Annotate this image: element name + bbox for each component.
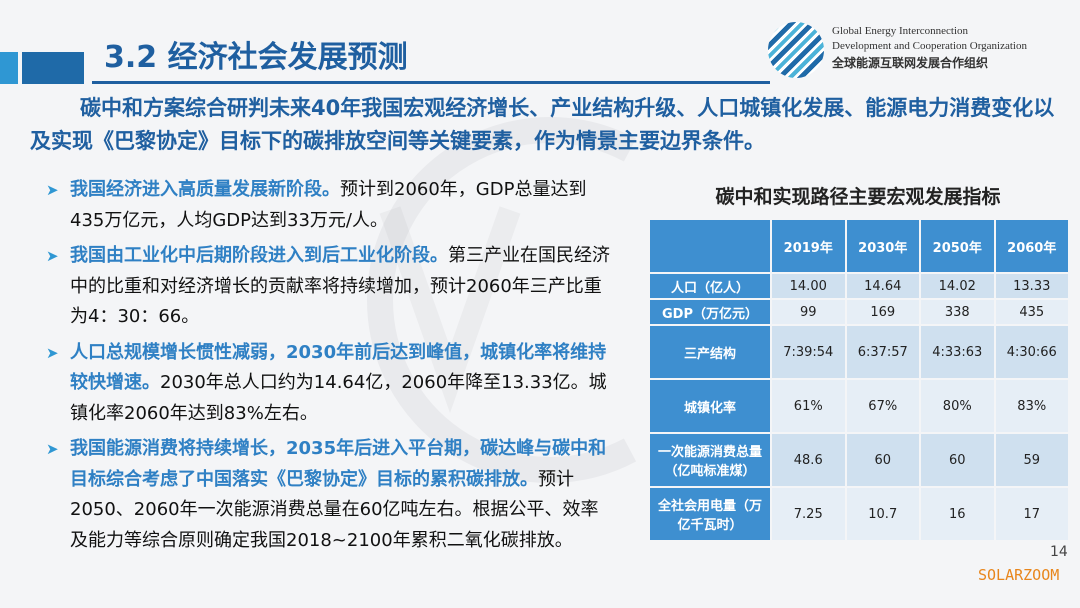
table-row: 全社会用电量（万亿千瓦时） 7.25 10.7 16 17 bbox=[650, 488, 1068, 540]
header-cell: 2030年 bbox=[846, 220, 919, 272]
cell: 14.02 bbox=[921, 274, 994, 298]
cell: 17 bbox=[995, 488, 1068, 540]
row-label: GDP（万亿元） bbox=[650, 300, 770, 324]
page-title: 3.2 经济社会发展预测 bbox=[104, 40, 408, 75]
org-name: Global Energy Interconnection Developmen… bbox=[832, 24, 1027, 71]
table-header-row: 2019年 2030年 2050年 2060年 bbox=[650, 220, 1068, 272]
row-label: 全社会用电量（万亿千瓦时） bbox=[650, 488, 770, 540]
cell: 14.00 bbox=[772, 274, 845, 298]
bullet-item: ➤ 我国能源消费将持续增长，2035年后进入平台期，碳达峰与碳中和目标综合考虑了中… bbox=[46, 434, 616, 556]
cell: 99 bbox=[772, 300, 845, 324]
row-label: 城镇化率 bbox=[650, 380, 770, 432]
table-title: 碳中和实现路径主要宏观发展指标 bbox=[715, 186, 1001, 208]
header-cell: 2050年 bbox=[921, 220, 994, 272]
bullet-item: ➤ 人口总规模增长惯性减弱，2030年前后达到峰值，城镇化率将维持较快增速。203… bbox=[46, 338, 616, 430]
cell: 80% bbox=[921, 380, 994, 432]
row-label: 一次能源消费总量（亿吨标准煤） bbox=[650, 434, 770, 486]
cell: 169 bbox=[846, 300, 919, 324]
table-row: 城镇化率 61% 67% 80% 83% bbox=[650, 380, 1068, 432]
cell: 60 bbox=[921, 434, 994, 486]
header-cell: 2019年 bbox=[772, 220, 845, 272]
title-divider bbox=[92, 81, 770, 84]
org-logo-icon bbox=[768, 22, 824, 78]
cell: 60 bbox=[846, 434, 919, 486]
cell: 435 bbox=[995, 300, 1068, 324]
bullet-highlight: 我国能源消费将持续增长，2035年后进入平台期，碳达峰与碳中和目标综合考虑了中国… bbox=[70, 438, 607, 490]
cell: 83% bbox=[995, 380, 1068, 432]
cell: 61% bbox=[772, 380, 845, 432]
decor-square bbox=[0, 52, 18, 84]
org-name-en-2: Development and Cooperation Organization bbox=[832, 40, 1027, 52]
cell: 48.6 bbox=[772, 434, 845, 486]
decor-square bbox=[22, 52, 84, 84]
cell: 7.25 bbox=[772, 488, 845, 540]
bullet-text: 第三产业在国民经济中的比重和对经济增长的贡献率将持续增加，预计2060年三产比重… bbox=[70, 245, 610, 327]
bullet-text: 预计到2060年，GDP总量达到435万亿元，人均GDP达到33万元/人。 bbox=[70, 179, 587, 231]
bullet-highlight: 人口总规模增长惯性减弱，2030年前后达到峰值，城镇化率将维持较快增速。 bbox=[70, 341, 607, 394]
cell: 338 bbox=[921, 300, 994, 324]
table-row: 一次能源消费总量（亿吨标准煤） 48.6 60 60 59 bbox=[650, 434, 1068, 486]
row-label: 人口（亿人） bbox=[650, 274, 770, 298]
bullet-text: 预计2050、2060年一次能源消费总量在60亿吨左右。根据公平、效率及能力等综… bbox=[70, 468, 599, 551]
bullet-highlight: 我国由工业化中后期阶段进入到后工业化阶段。 bbox=[70, 245, 448, 266]
arrow-bullet-icon: ➤ bbox=[46, 343, 59, 362]
table-row: 三产结构 7:39:54 6:37:57 4:33:63 4:30:66 bbox=[650, 326, 1068, 378]
cell: 7:39:54 bbox=[772, 326, 845, 378]
org-name-en-1: Global Energy Interconnection bbox=[832, 25, 969, 37]
row-label: 三产结构 bbox=[650, 326, 770, 378]
source-watermark: SOLARZOOM bbox=[978, 566, 1060, 584]
bullet-highlight: 我国经济进入高质量发展新阶段。 bbox=[70, 179, 340, 200]
cell: 67% bbox=[846, 380, 919, 432]
watermark-logo bbox=[367, 117, 637, 483]
indicator-table: 2019年 2030年 2050年 2060年 人口（亿人） 14.00 14.64… bbox=[648, 218, 1070, 542]
cell: 6:37:57 bbox=[846, 326, 919, 378]
bullet-item: ➤ 我国由工业化中后期阶段进入到后工业化阶段。第三产业在国民经济中的比重和对经济增… bbox=[46, 241, 616, 333]
arrow-bullet-icon: ➤ bbox=[46, 181, 59, 199]
cell: 10.7 bbox=[846, 488, 919, 540]
cell: 13.33 bbox=[995, 274, 1068, 298]
arrow-bullet-icon: ➤ bbox=[46, 440, 59, 458]
cell: 4:30:66 bbox=[995, 326, 1068, 378]
bullet-item: ➤ 我国经济进入高质量发展新阶段。预计到2060年，GDP总量达到435万亿元，人… bbox=[46, 175, 616, 236]
page-number: 14 bbox=[1050, 544, 1068, 560]
table-row: GDP（万亿元） 99 169 338 435 bbox=[650, 300, 1068, 324]
cell: 16 bbox=[921, 488, 994, 540]
header-cell: 2060年 bbox=[995, 220, 1068, 272]
org-name-cn: 全球能源互联网发展合作组织 bbox=[832, 56, 989, 70]
bullet-list: ➤ 我国经济进入高质量发展新阶段。预计到2060年，GDP总量达到435万亿元，人… bbox=[46, 175, 616, 561]
cell: 59 bbox=[995, 434, 1068, 486]
arrow-bullet-icon: ➤ bbox=[46, 247, 59, 265]
cell: 14.64 bbox=[846, 274, 919, 298]
header-cell bbox=[650, 220, 770, 272]
cell: 4:33:63 bbox=[921, 326, 994, 378]
intro-text: 碳中和方案综合研判未来40年我国宏观经济增长、产业结构升级、人口城镇化发展、能源… bbox=[30, 96, 1055, 153]
bullet-text: 2030年总人口约为14.64亿，2060年降至13.33亿。城镇化率2060年… bbox=[70, 372, 607, 424]
table-row: 人口（亿人） 14.00 14.64 14.02 13.33 bbox=[650, 274, 1068, 298]
